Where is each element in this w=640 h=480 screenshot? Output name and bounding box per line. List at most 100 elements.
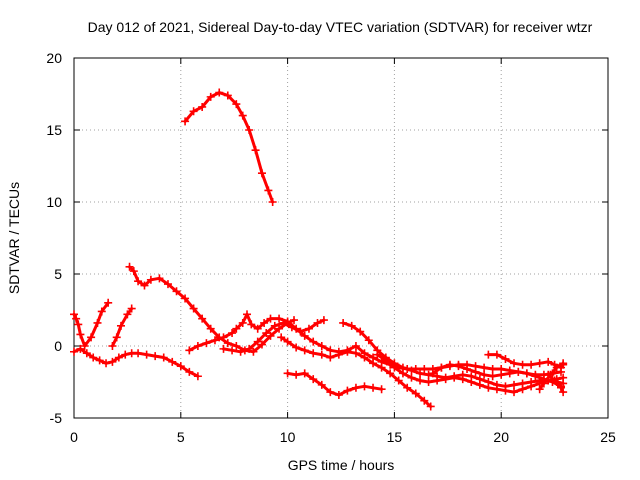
data-point xyxy=(159,353,168,362)
data-point xyxy=(339,318,348,327)
data-point xyxy=(185,346,194,355)
data-point xyxy=(185,367,194,376)
data-point xyxy=(245,344,254,353)
data-point xyxy=(300,331,309,340)
data-point xyxy=(343,347,352,356)
data-point xyxy=(97,307,106,316)
y-tick-label: 0 xyxy=(54,338,62,354)
data-point xyxy=(488,365,497,374)
data-point xyxy=(215,88,224,97)
data-point xyxy=(510,359,519,368)
data-point xyxy=(292,370,301,379)
data-point xyxy=(193,372,202,381)
data-point xyxy=(275,314,284,323)
series-pass-15 xyxy=(544,370,568,397)
data-point xyxy=(492,350,501,359)
data-point xyxy=(484,383,493,392)
data-point xyxy=(497,370,506,379)
data-point xyxy=(260,318,269,327)
series-pass-6 xyxy=(185,310,566,379)
data-point xyxy=(266,314,275,323)
y-tick-label: -5 xyxy=(50,410,63,426)
data-point xyxy=(304,324,313,333)
data-point xyxy=(129,267,138,276)
series-pass-8 xyxy=(277,333,435,411)
data-point xyxy=(390,363,399,372)
data-point xyxy=(458,375,467,384)
data-point xyxy=(326,388,335,397)
data-point xyxy=(369,359,378,368)
data-point xyxy=(140,281,149,290)
data-point xyxy=(151,352,160,361)
data-point xyxy=(142,350,151,359)
data-point xyxy=(72,314,81,323)
data-point xyxy=(360,353,369,362)
data-point xyxy=(253,337,262,346)
data-point xyxy=(420,396,429,405)
data-point xyxy=(232,100,241,109)
data-point xyxy=(108,342,117,350)
data-point xyxy=(514,367,523,376)
data-point xyxy=(398,369,407,378)
axis-ticks: 0 5 10 15 20 25 -5 0 5 10 15 20 xyxy=(46,50,616,445)
data-point xyxy=(403,383,412,392)
data-point xyxy=(313,318,322,327)
data-point xyxy=(471,367,480,376)
data-point xyxy=(193,342,202,350)
y-axis-title: SDTVAR / TECUs xyxy=(6,182,22,294)
series-trace xyxy=(431,363,563,388)
data-point xyxy=(70,310,78,319)
data-point xyxy=(518,360,527,369)
data-point xyxy=(134,277,143,286)
data-point xyxy=(364,336,373,345)
data-point xyxy=(407,373,416,382)
data-point xyxy=(223,339,232,348)
data-point xyxy=(454,362,463,371)
data-point xyxy=(89,353,98,362)
data-point xyxy=(189,304,198,313)
data-point xyxy=(343,386,352,395)
data-point xyxy=(262,329,271,338)
series-pass-7 xyxy=(219,316,328,356)
data-point xyxy=(480,363,489,372)
data-point xyxy=(116,321,125,330)
data-point xyxy=(527,360,536,369)
data-point xyxy=(394,376,403,385)
data-point xyxy=(309,337,318,346)
data-point xyxy=(428,369,437,378)
series-pass-1 xyxy=(181,88,277,206)
data-point xyxy=(351,383,360,392)
data-point xyxy=(317,350,326,359)
data-point xyxy=(326,346,335,355)
data-point xyxy=(334,390,343,399)
data-point xyxy=(114,353,123,362)
data-point xyxy=(492,385,501,394)
data-point xyxy=(480,370,489,379)
series-pass-3 xyxy=(70,344,202,381)
series-pass-9 xyxy=(283,369,386,399)
data-point xyxy=(317,380,326,389)
data-point xyxy=(176,362,185,371)
x-tick-label: 5 xyxy=(177,429,185,445)
data-point xyxy=(559,373,568,382)
data-point xyxy=(102,359,111,368)
data-point xyxy=(257,340,266,349)
data-point xyxy=(270,321,279,330)
y-tick-label: 15 xyxy=(46,122,62,138)
data-point xyxy=(309,375,318,384)
data-point xyxy=(228,329,237,338)
data-point xyxy=(531,372,540,381)
data-point xyxy=(112,333,121,342)
data-point xyxy=(522,369,531,378)
data-point xyxy=(300,369,309,378)
data-point xyxy=(420,365,429,374)
data-point xyxy=(247,320,256,329)
data-point xyxy=(80,342,89,350)
data-point xyxy=(290,316,299,325)
data-point xyxy=(300,346,309,355)
data-point xyxy=(411,389,420,398)
data-point xyxy=(198,314,207,323)
data-point xyxy=(550,376,559,385)
data-point xyxy=(232,342,241,350)
data-point xyxy=(424,378,433,386)
